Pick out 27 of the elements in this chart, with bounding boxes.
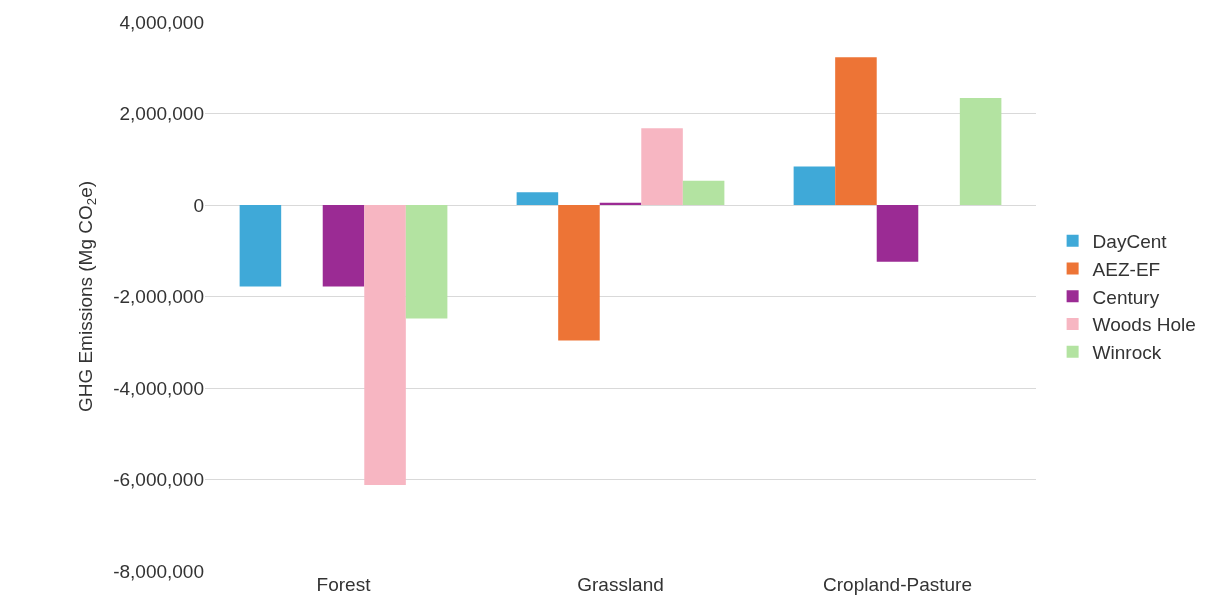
- y-tick-label: -6,000,000: [113, 469, 204, 491]
- bar: [959, 97, 1002, 205]
- bar: [835, 57, 877, 205]
- bar: [793, 166, 836, 205]
- legend-label: Winrock: [1092, 342, 1162, 364]
- legend-label: AEZ-EF: [1092, 258, 1161, 280]
- bar: [516, 192, 559, 205]
- x-tick-label: Grassland: [577, 574, 664, 595]
- y-tick-label: -2,000,000: [113, 286, 204, 308]
- legend-label: Woods Hole: [1092, 314, 1196, 336]
- y-tick-label: 4,000,000: [119, 11, 204, 33]
- y-tick-label: -4,000,000: [113, 377, 204, 399]
- bar: [682, 180, 725, 205]
- legend-label: Century: [1092, 286, 1160, 308]
- legend-label: DayCent: [1092, 231, 1168, 253]
- y-tick-label: -8,000,000: [113, 560, 204, 582]
- bar: [239, 205, 282, 287]
- bar: [364, 205, 406, 485]
- y-tick-label: 2,000,000: [119, 103, 204, 125]
- bar: [405, 205, 448, 319]
- bar: [876, 205, 919, 262]
- y-tick-label: 0: [193, 194, 204, 216]
- x-tick-label: Forest: [316, 574, 372, 595]
- x-tick-label: Cropland-Pasture: [823, 574, 972, 595]
- bar: [322, 205, 365, 287]
- bar: [641, 128, 683, 205]
- bar: [558, 205, 600, 341]
